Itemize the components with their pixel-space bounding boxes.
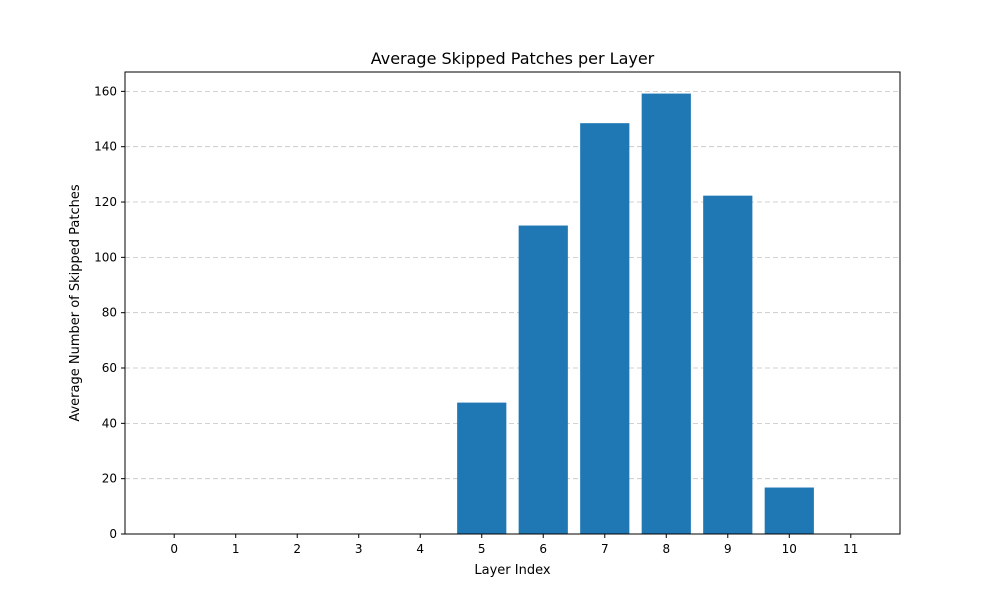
- x-tick-label: 1: [232, 542, 240, 556]
- x-tick-label: 3: [355, 542, 363, 556]
- x-tick-label: 5: [478, 542, 486, 556]
- x-axis-label: Layer Index: [474, 563, 550, 578]
- axis-ticks: 0 20 40 60 80 100 120 140 160 0 1 2 3 4 5 6 7 8 9 10 11: [94, 84, 858, 556]
- x-tick-label: 0: [170, 542, 178, 556]
- plot-frame: [124, 71, 901, 535]
- y-tick-label: 140: [94, 140, 117, 154]
- grid-lines: [125, 90, 900, 480]
- x-tick-label: 2: [293, 542, 301, 556]
- y-tick-label: 20: [102, 472, 117, 486]
- y-axis-label: Average Number of Skipped Patches: [68, 184, 83, 422]
- bar: [703, 195, 753, 534]
- x-tick-label: 8: [662, 542, 670, 556]
- bar: [518, 225, 568, 534]
- bar: [457, 402, 507, 534]
- bar: [641, 93, 691, 535]
- x-tick-label: 6: [539, 542, 547, 556]
- bar: [764, 487, 814, 534]
- x-tick-label: 4: [416, 542, 424, 556]
- y-tick-label: 40: [102, 416, 117, 430]
- chart-title: Average Skipped Patches per Layer: [371, 49, 655, 68]
- y-tick-label: 60: [102, 361, 117, 375]
- x-tick-label: 10: [782, 542, 797, 556]
- y-tick-label: 120: [94, 195, 117, 209]
- bars: [457, 93, 814, 535]
- y-tick-label: 80: [102, 306, 117, 320]
- x-tick-label: 7: [601, 542, 609, 556]
- y-tick-label: 100: [94, 250, 117, 264]
- x-tick-label: 9: [724, 542, 732, 556]
- bar: [580, 123, 630, 535]
- y-tick-label: 0: [109, 527, 117, 541]
- y-tick-label: 160: [94, 84, 117, 98]
- x-tick-label: 11: [843, 542, 858, 556]
